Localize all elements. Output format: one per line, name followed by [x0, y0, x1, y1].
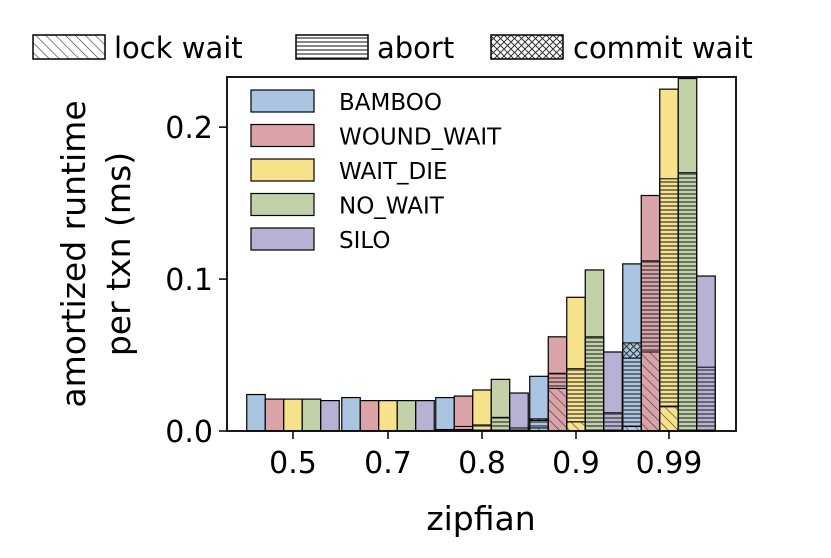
abort-segment	[603, 412, 623, 432]
x-tick-label: 0.7	[364, 446, 412, 481]
series-legend-silo: SILO	[250, 227, 390, 254]
bar-no-wait-0.7	[396, 400, 417, 432]
abort-segment	[659, 178, 679, 408]
y-axis-title-line: per txn (ms)	[99, 152, 138, 356]
x-tick-label: 0.9	[552, 446, 600, 481]
series-legend-swatch	[250, 123, 315, 148]
lock-wait-segment	[659, 406, 679, 432]
y-tick-label: 0.2	[165, 111, 213, 146]
y-tick-label: 0.0	[165, 415, 213, 450]
x-tick-label: 0.99	[636, 446, 703, 481]
bar-bamboo-0.7	[341, 396, 361, 432]
bar-fill	[415, 400, 435, 432]
bar-fill	[301, 398, 322, 432]
abort-segment	[696, 366, 716, 432]
abort-segment	[622, 357, 642, 427]
bar-wait-die-0.9	[566, 296, 586, 432]
y-axis-title-line: amortized runtime	[54, 100, 93, 407]
bar-silo-0.99	[696, 275, 716, 432]
bar-wound-wait-0.7	[359, 400, 380, 432]
series-legend-swatch	[250, 192, 315, 217]
bar-fill	[264, 398, 285, 432]
bar-silo-0.7	[415, 400, 435, 432]
breakdown-legend: lock wait abort commit wait	[32, 31, 753, 65]
bar-fill	[509, 392, 529, 432]
bar-fill	[453, 395, 474, 432]
bars	[246, 77, 716, 432]
bar-wait-die-0.99	[659, 88, 679, 432]
commit-wait-segment	[622, 342, 642, 359]
x-tick-label: 0.8	[458, 446, 506, 481]
breakdown-legend-commit-wait-label: commit wait	[573, 31, 753, 65]
bar-no-wait-0.9	[584, 269, 605, 432]
lock-wait-segment	[566, 421, 586, 432]
series-legend-label: WAIT_DIE	[339, 159, 448, 185]
x-tick-label: 0.5	[269, 446, 317, 481]
bar-bamboo-0.9	[529, 375, 549, 432]
bar-wound-wait-0.5	[264, 398, 285, 432]
series-legend-no-wait: NO_WAIT	[250, 192, 445, 220]
abort-segment	[640, 260, 661, 353]
series-legend-swatch	[250, 227, 315, 251]
bar-bamboo-0.8	[435, 396, 455, 432]
bar-fill	[341, 396, 361, 432]
abort-segment	[472, 424, 492, 432]
bar-no-wait-0.99	[677, 77, 698, 432]
bar-wait-die-0.8	[472, 389, 492, 432]
bar-fill	[378, 400, 398, 432]
bar-wait-die-0.7	[378, 400, 398, 432]
lock-wait-segment	[640, 351, 661, 432]
bar-wound-wait-0.99	[640, 194, 661, 432]
bar-wait-die-0.5	[283, 398, 303, 432]
series-legend-wait-die: WAIT_DIE	[250, 158, 448, 185]
bar-fill	[283, 398, 303, 432]
series-legend-swatch	[250, 89, 315, 113]
y-tick-label: 0.1	[165, 263, 213, 298]
bar-fill	[246, 393, 266, 432]
commit-wait-segment	[529, 418, 549, 421]
series-legend-label: NO_WAIT	[339, 194, 445, 220]
bar-wound-wait-0.9	[547, 336, 568, 432]
abort-segment	[566, 368, 586, 423]
breakdown-legend-commit-wait: commit wait	[490, 31, 753, 65]
bar-silo-0.9	[603, 351, 623, 432]
x-axis-title: zipfian	[426, 499, 535, 538]
breakdown-legend-abort-label: abort	[377, 31, 454, 65]
series-legend-swatch	[250, 158, 315, 182]
bar-bamboo-0.99	[622, 263, 642, 432]
series-legend-label: BAMBOO	[339, 90, 442, 116]
bar-no-wait-0.5	[301, 398, 322, 432]
abort-segment	[453, 425, 474, 430]
series-legend-label: WOUND_WAIT	[339, 125, 502, 151]
breakdown-legend-lock-wait-label: lock wait	[114, 31, 243, 65]
bar-fill	[435, 396, 455, 432]
bar-bamboo-0.5	[246, 393, 266, 432]
abort-segment	[490, 416, 511, 432]
bar-fill	[359, 400, 380, 432]
abort-segment	[529, 419, 549, 429]
series-legend-wound-wait: WOUND_WAIT	[250, 123, 502, 151]
series-legend-label: SILO	[339, 228, 390, 254]
bar-silo-0.5	[320, 400, 340, 432]
bar-silo-0.8	[509, 392, 529, 432]
abort-segment	[677, 172, 698, 432]
bar-wound-wait-0.8	[453, 395, 474, 432]
lock-wait-segment	[547, 387, 568, 432]
bar-no-wait-0.8	[490, 378, 511, 432]
breakdown-legend-lock-wait: lock wait	[32, 31, 243, 65]
y-axis: 0.0 0.1 0.2	[165, 111, 227, 450]
abort-segment	[547, 372, 568, 389]
x-axis: 0.5 0.7 0.8 0.9 0.99	[269, 431, 702, 481]
breakdown-legend-abort: abort	[295, 31, 454, 65]
bar-fill	[320, 400, 340, 432]
series-legend: BAMBOO WOUND_WAIT WAIT_DIE NO_WAIT SILO	[250, 89, 502, 254]
y-axis-title: amortized runtime per txn (ms)	[54, 100, 138, 407]
bar-fill	[396, 400, 417, 432]
series-legend-bamboo: BAMBOO	[250, 89, 442, 116]
abort-segment	[584, 336, 605, 432]
